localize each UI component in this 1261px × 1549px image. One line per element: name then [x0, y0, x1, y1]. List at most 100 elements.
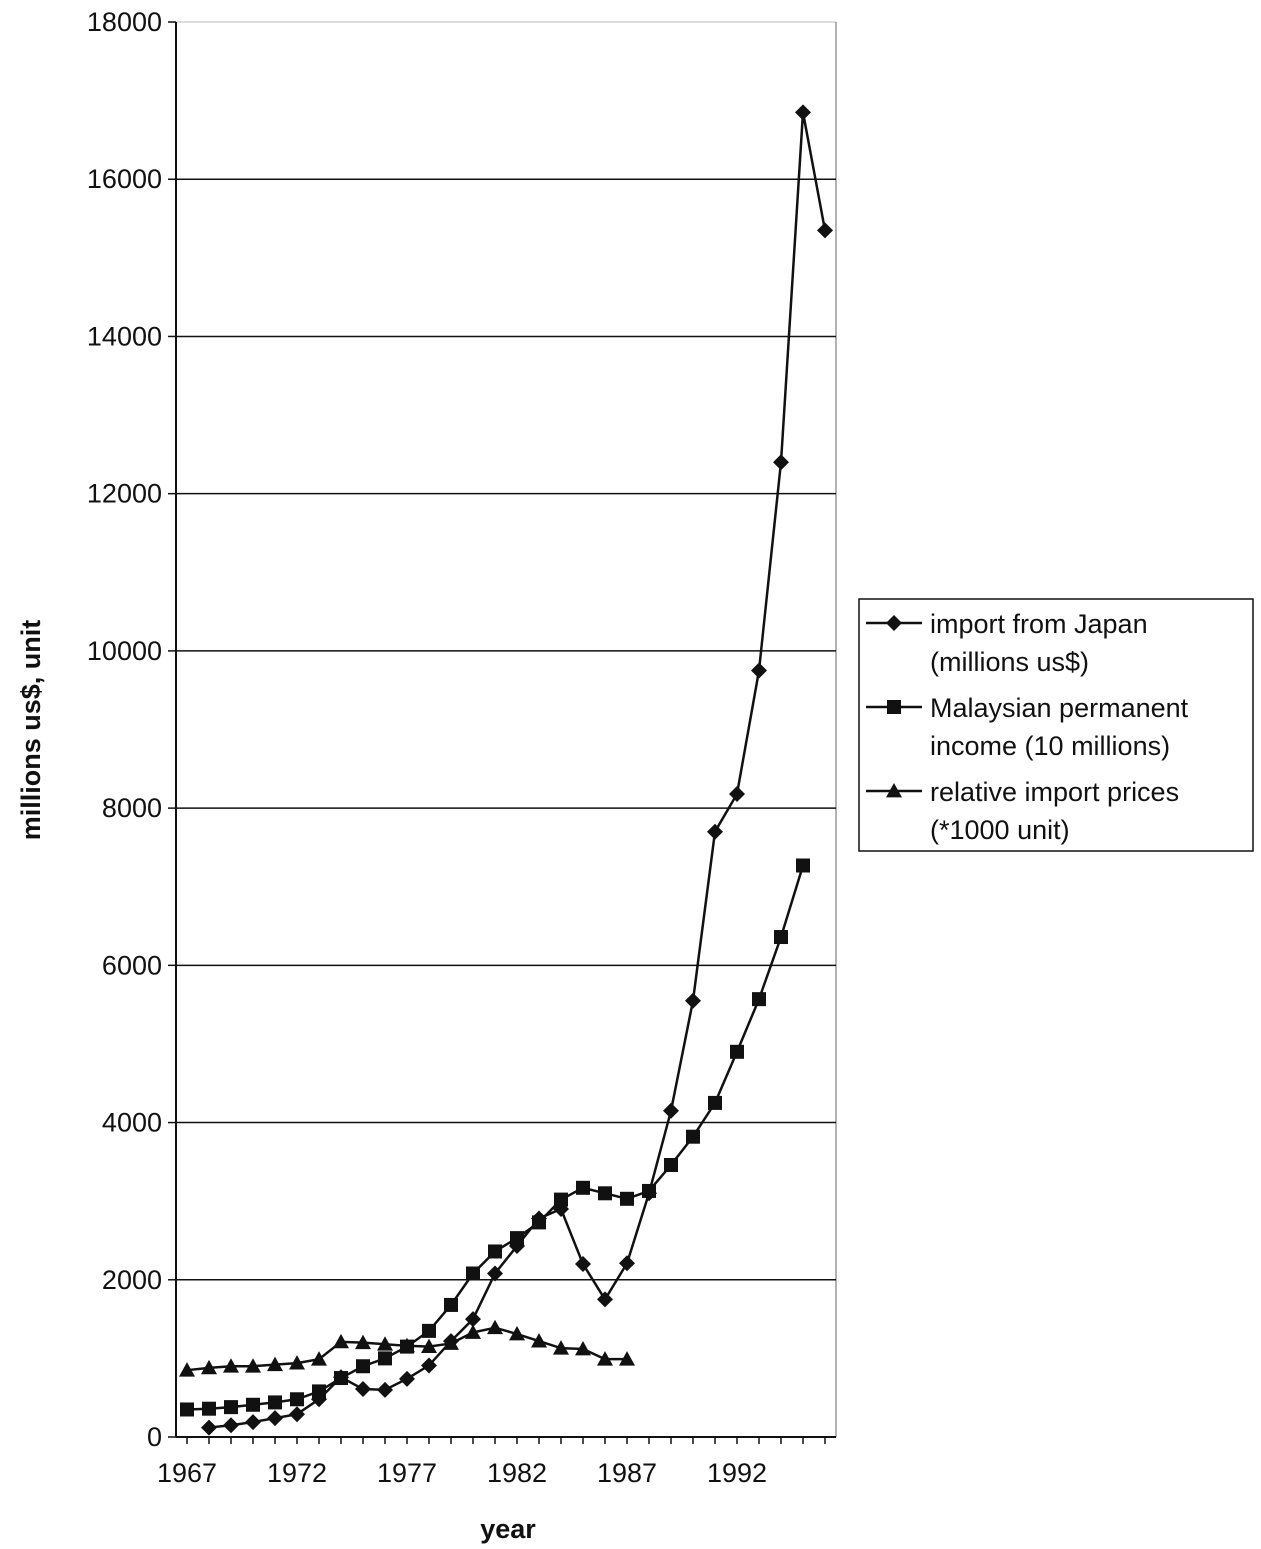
data-point [575, 1256, 591, 1273]
x-axis-title: year [480, 1514, 536, 1544]
data-point [399, 1337, 415, 1353]
gridlines [176, 21, 837, 1437]
data-point [531, 1333, 547, 1348]
data-point [575, 1340, 591, 1356]
data-point [180, 1402, 194, 1417]
legend-item: Malaysian permanent income (10 millions) [866, 693, 1189, 761]
data-point [597, 1351, 613, 1366]
data-point [245, 1358, 261, 1373]
data-point [443, 1335, 459, 1350]
data-point [312, 1384, 326, 1399]
data-point [377, 1381, 393, 1398]
data-point [465, 1324, 481, 1339]
data-point [487, 1265, 503, 1282]
x-tick-label: 1992 [707, 1458, 767, 1488]
x-tick-label: 1982 [487, 1458, 547, 1488]
data-point [598, 1186, 612, 1201]
data-point [245, 1414, 261, 1431]
data-point [444, 1297, 458, 1312]
data-point [619, 1351, 635, 1366]
data-point [488, 1244, 502, 1259]
data-point [465, 1311, 481, 1328]
series-line [208, 112, 827, 1429]
data-point [201, 1359, 217, 1375]
data-point [224, 1400, 238, 1415]
legend-label: Malaysian permanent [930, 693, 1189, 723]
data-point [817, 222, 833, 239]
data-point [201, 1419, 217, 1436]
data-point [487, 1319, 503, 1335]
data-point [422, 1323, 436, 1338]
y-tick-label: 16000 [87, 164, 162, 194]
y-tick-label: 14000 [87, 321, 162, 351]
x-tick-label: 1987 [597, 1458, 657, 1488]
legend-label: import from Japan [930, 609, 1148, 639]
data-point [707, 823, 723, 840]
x-tick-label: 1967 [157, 1458, 217, 1488]
data-point [509, 1326, 525, 1341]
x-tick-label: 1977 [377, 1458, 437, 1488]
data-point [664, 1158, 678, 1173]
data-point [597, 1291, 613, 1308]
data-point [752, 992, 766, 1007]
data-point [223, 1358, 239, 1373]
data-point [663, 1102, 679, 1119]
data-point [179, 1362, 195, 1377]
data-point [223, 1417, 239, 1434]
data-point [267, 1410, 283, 1427]
data-point [642, 1183, 656, 1198]
data-point [795, 104, 811, 121]
legend-label: income (10 millions) [930, 731, 1170, 761]
y-tick-label: 18000 [87, 7, 162, 37]
data-point [576, 1180, 590, 1195]
data-point [773, 454, 789, 471]
data-point [686, 1129, 700, 1144]
x-tick-label: 1972 [267, 1458, 327, 1488]
data-point [356, 1359, 370, 1374]
data-point [377, 1336, 393, 1351]
data-point [619, 1255, 635, 1272]
data-point [532, 1215, 546, 1230]
legend-item: import from Japan (millions us$) [866, 609, 1148, 677]
data-point [378, 1351, 392, 1366]
data-point [333, 1333, 349, 1349]
legend-label: (*1000 unit) [930, 815, 1070, 845]
axes: 0 2000 4000 6000 8000 10000 12000 14000 16000 180… [87, 7, 836, 1488]
data-point [466, 1266, 480, 1281]
legend-item: relative import prices (*1000 unit) [866, 777, 1179, 845]
y-tick-label: 12000 [87, 479, 162, 509]
data-point [553, 1340, 569, 1355]
y-tick-label: 0 [147, 1422, 162, 1452]
legend-items: import from Japan (millions us$) Malaysian… [866, 609, 1189, 845]
data-point [202, 1401, 216, 1416]
data-point [708, 1095, 722, 1110]
legend-marker [886, 615, 902, 631]
data-point [421, 1338, 437, 1353]
data-point [355, 1334, 371, 1350]
data-point [554, 1192, 568, 1207]
series-triangle [179, 1319, 635, 1377]
data-point [685, 992, 701, 1009]
series-layer [179, 104, 833, 1436]
data-point [729, 785, 745, 802]
y-tick-label: 2000 [102, 1265, 162, 1295]
data-point [290, 1392, 304, 1407]
legend-label: (millions us$) [930, 647, 1089, 677]
y-tick-label: 10000 [87, 636, 162, 666]
data-point [355, 1381, 371, 1398]
legend-marker [886, 783, 902, 798]
legend-marker [887, 700, 901, 714]
legend: import from Japan (millions us$) Malaysian… [858, 598, 1254, 852]
data-point [268, 1395, 282, 1410]
y-axis-title: millions us$, unit [16, 620, 46, 841]
data-point [267, 1356, 283, 1372]
legend-label: relative import prices [930, 777, 1179, 807]
data-point [421, 1357, 437, 1374]
data-point [399, 1370, 415, 1387]
data-point [246, 1397, 260, 1412]
data-point [289, 1406, 305, 1423]
legend-box [858, 598, 1254, 852]
data-point [311, 1351, 327, 1366]
